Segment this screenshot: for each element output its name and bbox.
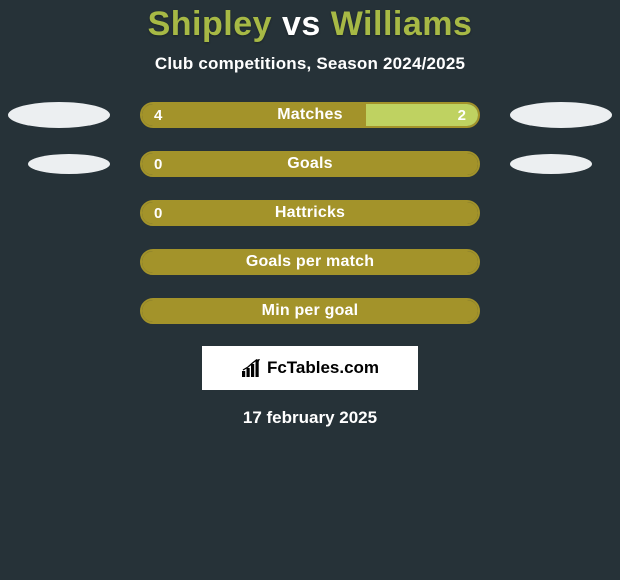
bar-chart-icon [241,359,263,377]
brand-text: FcTables.com [267,358,379,378]
bar-fill-right [366,104,478,126]
bar-fill-left [142,153,478,175]
player2-name: Williams [331,5,473,43]
subtitle: Club competitions, Season 2024/2025 [0,54,620,74]
player2-badge [510,154,592,174]
stat-bar: Hattricks0 [140,200,480,226]
bar-fill-left [142,202,478,224]
brand-box: FcTables.com [202,346,418,390]
stat-bar: Min per goal [140,298,480,324]
bar-fill-left [142,300,478,322]
stat-bar: Goals per match [140,249,480,275]
stat-row: Min per goal [0,298,620,324]
player1-name: Shipley [148,5,272,43]
stat-rows: Matches42 Goals0 Hattricks0 Goals per match… [0,102,620,324]
infographic-root: Shipley vs Williams Club competitions, S… [0,0,620,428]
brand-inner: FcTables.com [241,358,379,378]
stat-row: Matches42 [0,102,620,128]
stat-bar: Matches42 [140,102,480,128]
stat-row: Hattricks0 [0,200,620,226]
stat-row: Goals0 [0,151,620,177]
date-line: 17 february 2025 [0,408,620,428]
bar-fill-left [142,104,366,126]
vs-separator: vs [282,5,321,43]
player1-badge [8,102,110,128]
bar-fill-left [142,251,478,273]
page-title: Shipley vs Williams [0,5,620,44]
player1-badge [28,154,110,174]
player2-badge [510,102,612,128]
stat-row: Goals per match [0,249,620,275]
stat-bar: Goals0 [140,151,480,177]
